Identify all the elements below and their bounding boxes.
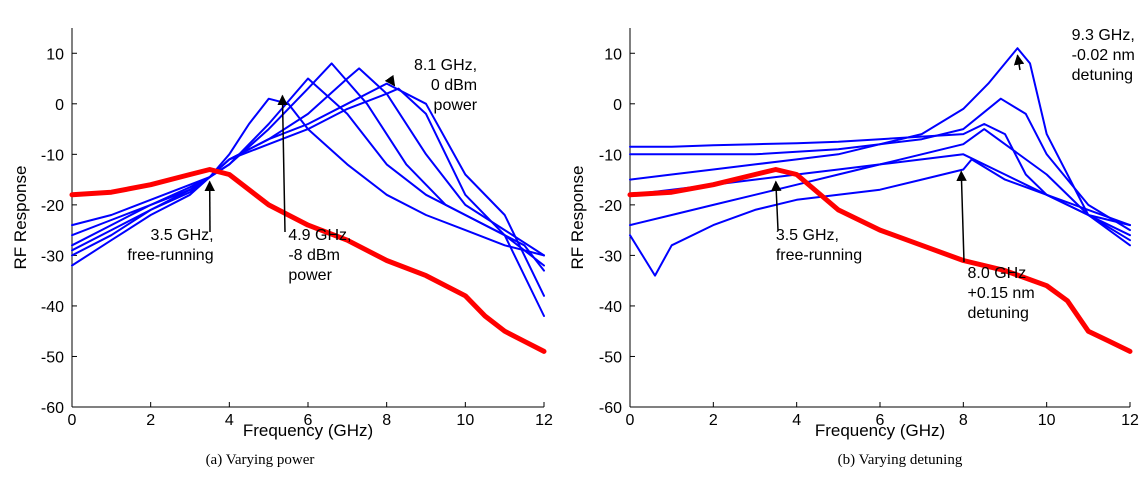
y-tick-label: -40: [41, 299, 64, 316]
y-tick-label: -30: [41, 248, 64, 265]
x-tick-label: 8: [959, 412, 968, 429]
y-tick-label: 0: [55, 97, 64, 114]
y-tick-label: -60: [41, 400, 64, 417]
y-tick-label: -60: [599, 400, 622, 417]
annotation-label: 0 dBm: [431, 77, 477, 94]
annotation-label: detuning: [1072, 67, 1133, 84]
annotation-arrow: [961, 171, 964, 262]
annotation-label: 9.3 GHz,: [1072, 27, 1135, 44]
caption-a: (a) Varying power: [145, 452, 375, 469]
annotation-label: 8.1 GHz,: [414, 57, 477, 74]
x-tick-label: 12: [535, 412, 553, 429]
y-tick-label: -50: [41, 349, 64, 366]
annotation-label: +0.15 nm: [968, 285, 1035, 302]
x-tick-label: 4: [792, 412, 801, 429]
annotation-label: 4.9 GHz,: [288, 227, 351, 244]
y-tick-label: 10: [604, 46, 622, 63]
y-tick-label: -20: [599, 198, 622, 215]
annotation-label: 8.0 GHz: [968, 265, 1027, 282]
annotation-label: power: [288, 267, 332, 284]
y-tick-label: -30: [599, 248, 622, 265]
x-axis-label: Frequency (GHz): [815, 421, 945, 440]
x-tick-label: 10: [456, 412, 474, 429]
y-tick-label: -50: [599, 349, 622, 366]
annotation-label: power: [434, 97, 478, 114]
series-line-injected: [630, 159, 1130, 275]
y-tick-label: -10: [599, 147, 622, 164]
annotation-arrow: [392, 82, 395, 86]
x-tick-label: 12: [1121, 412, 1139, 429]
x-tick-label: 8: [382, 412, 391, 429]
x-tick-label: 4: [225, 412, 234, 429]
y-tick-label: -20: [41, 198, 64, 215]
x-tick-label: 0: [68, 412, 77, 429]
annotation-label: -0.02 nm: [1072, 47, 1135, 64]
y-tick-label: 0: [613, 97, 622, 114]
y-axis-label: RF Response: [568, 166, 587, 270]
y-tick-label: -40: [599, 299, 622, 316]
x-tick-label: 0: [626, 412, 635, 429]
x-tick-label: 2: [709, 412, 718, 429]
annotation-label: free-running: [776, 247, 862, 264]
annotation-label: -8 dBm: [288, 247, 340, 264]
annotation-arrow: [1018, 55, 1021, 70]
annotation-label: free-running: [127, 247, 213, 264]
y-tick-label: 10: [46, 46, 64, 63]
caption-b: (b) Varying detuning: [770, 452, 1030, 469]
x-axis-label: Frequency (GHz): [243, 421, 373, 440]
y-tick-label: -10: [41, 147, 64, 164]
annotation-label: 3.5 GHz,: [776, 227, 839, 244]
annotation-label: 3.5 GHz,: [150, 227, 213, 244]
annotation-label: detuning: [968, 305, 1029, 322]
y-axis-label: RF Response: [11, 166, 30, 270]
x-tick-label: 10: [1038, 412, 1056, 429]
x-tick-label: 2: [146, 412, 155, 429]
